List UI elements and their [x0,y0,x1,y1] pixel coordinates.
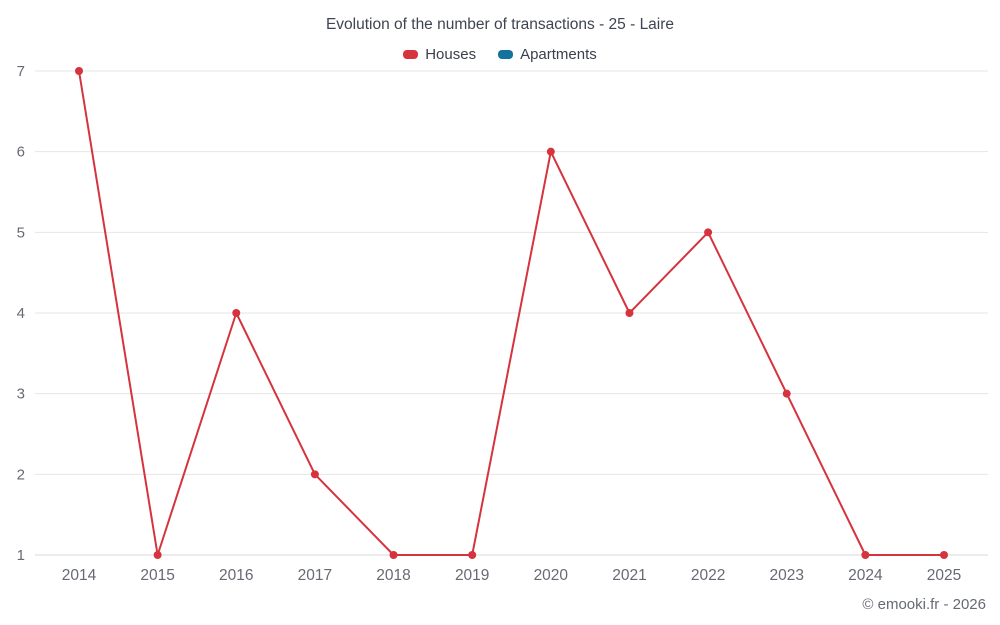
svg-text:2023: 2023 [769,567,803,584]
svg-text:2: 2 [17,466,25,483]
svg-text:7: 7 [17,63,25,80]
legend-item-apartments[interactable]: Apartments [498,46,597,63]
houses-series-swatch-icon [403,50,419,59]
legend: Houses Apartments [0,46,1000,63]
apartments-series-swatch-icon [498,50,514,59]
line-chart-plot-area: 1 2 3 4 5 6 7 2014 2015 2016 2017 2018 2019 2020 2021 2… [17,63,988,584]
svg-text:2014: 2014 [62,567,97,584]
svg-text:2019: 2019 [455,567,489,584]
svg-text:2022: 2022 [691,567,725,584]
svg-text:6: 6 [17,144,25,161]
chart-title: Evolution of the number of transactions … [325,16,675,33]
svg-text:2016: 2016 [219,567,253,584]
svg-text:2021: 2021 [612,567,646,584]
svg-text:2025: 2025 [927,567,961,584]
svg-text:2015: 2015 [140,567,174,584]
svg-text:2017: 2017 [298,567,332,584]
legend-item-houses[interactable]: Houses [403,46,476,63]
svg-text:1: 1 [17,547,25,564]
svg-text:3: 3 [17,386,25,403]
svg-text:2024: 2024 [848,567,883,584]
svg-text:5: 5 [17,224,25,241]
copyright-watermark: © emooki.fr - 2026 [862,596,986,613]
svg-text:4: 4 [17,305,25,322]
svg-text:2020: 2020 [534,567,569,584]
houses-legend-label: Houses [425,46,477,63]
svg-text:2018: 2018 [376,567,410,584]
apartments-legend-label: Apartments [520,46,597,63]
